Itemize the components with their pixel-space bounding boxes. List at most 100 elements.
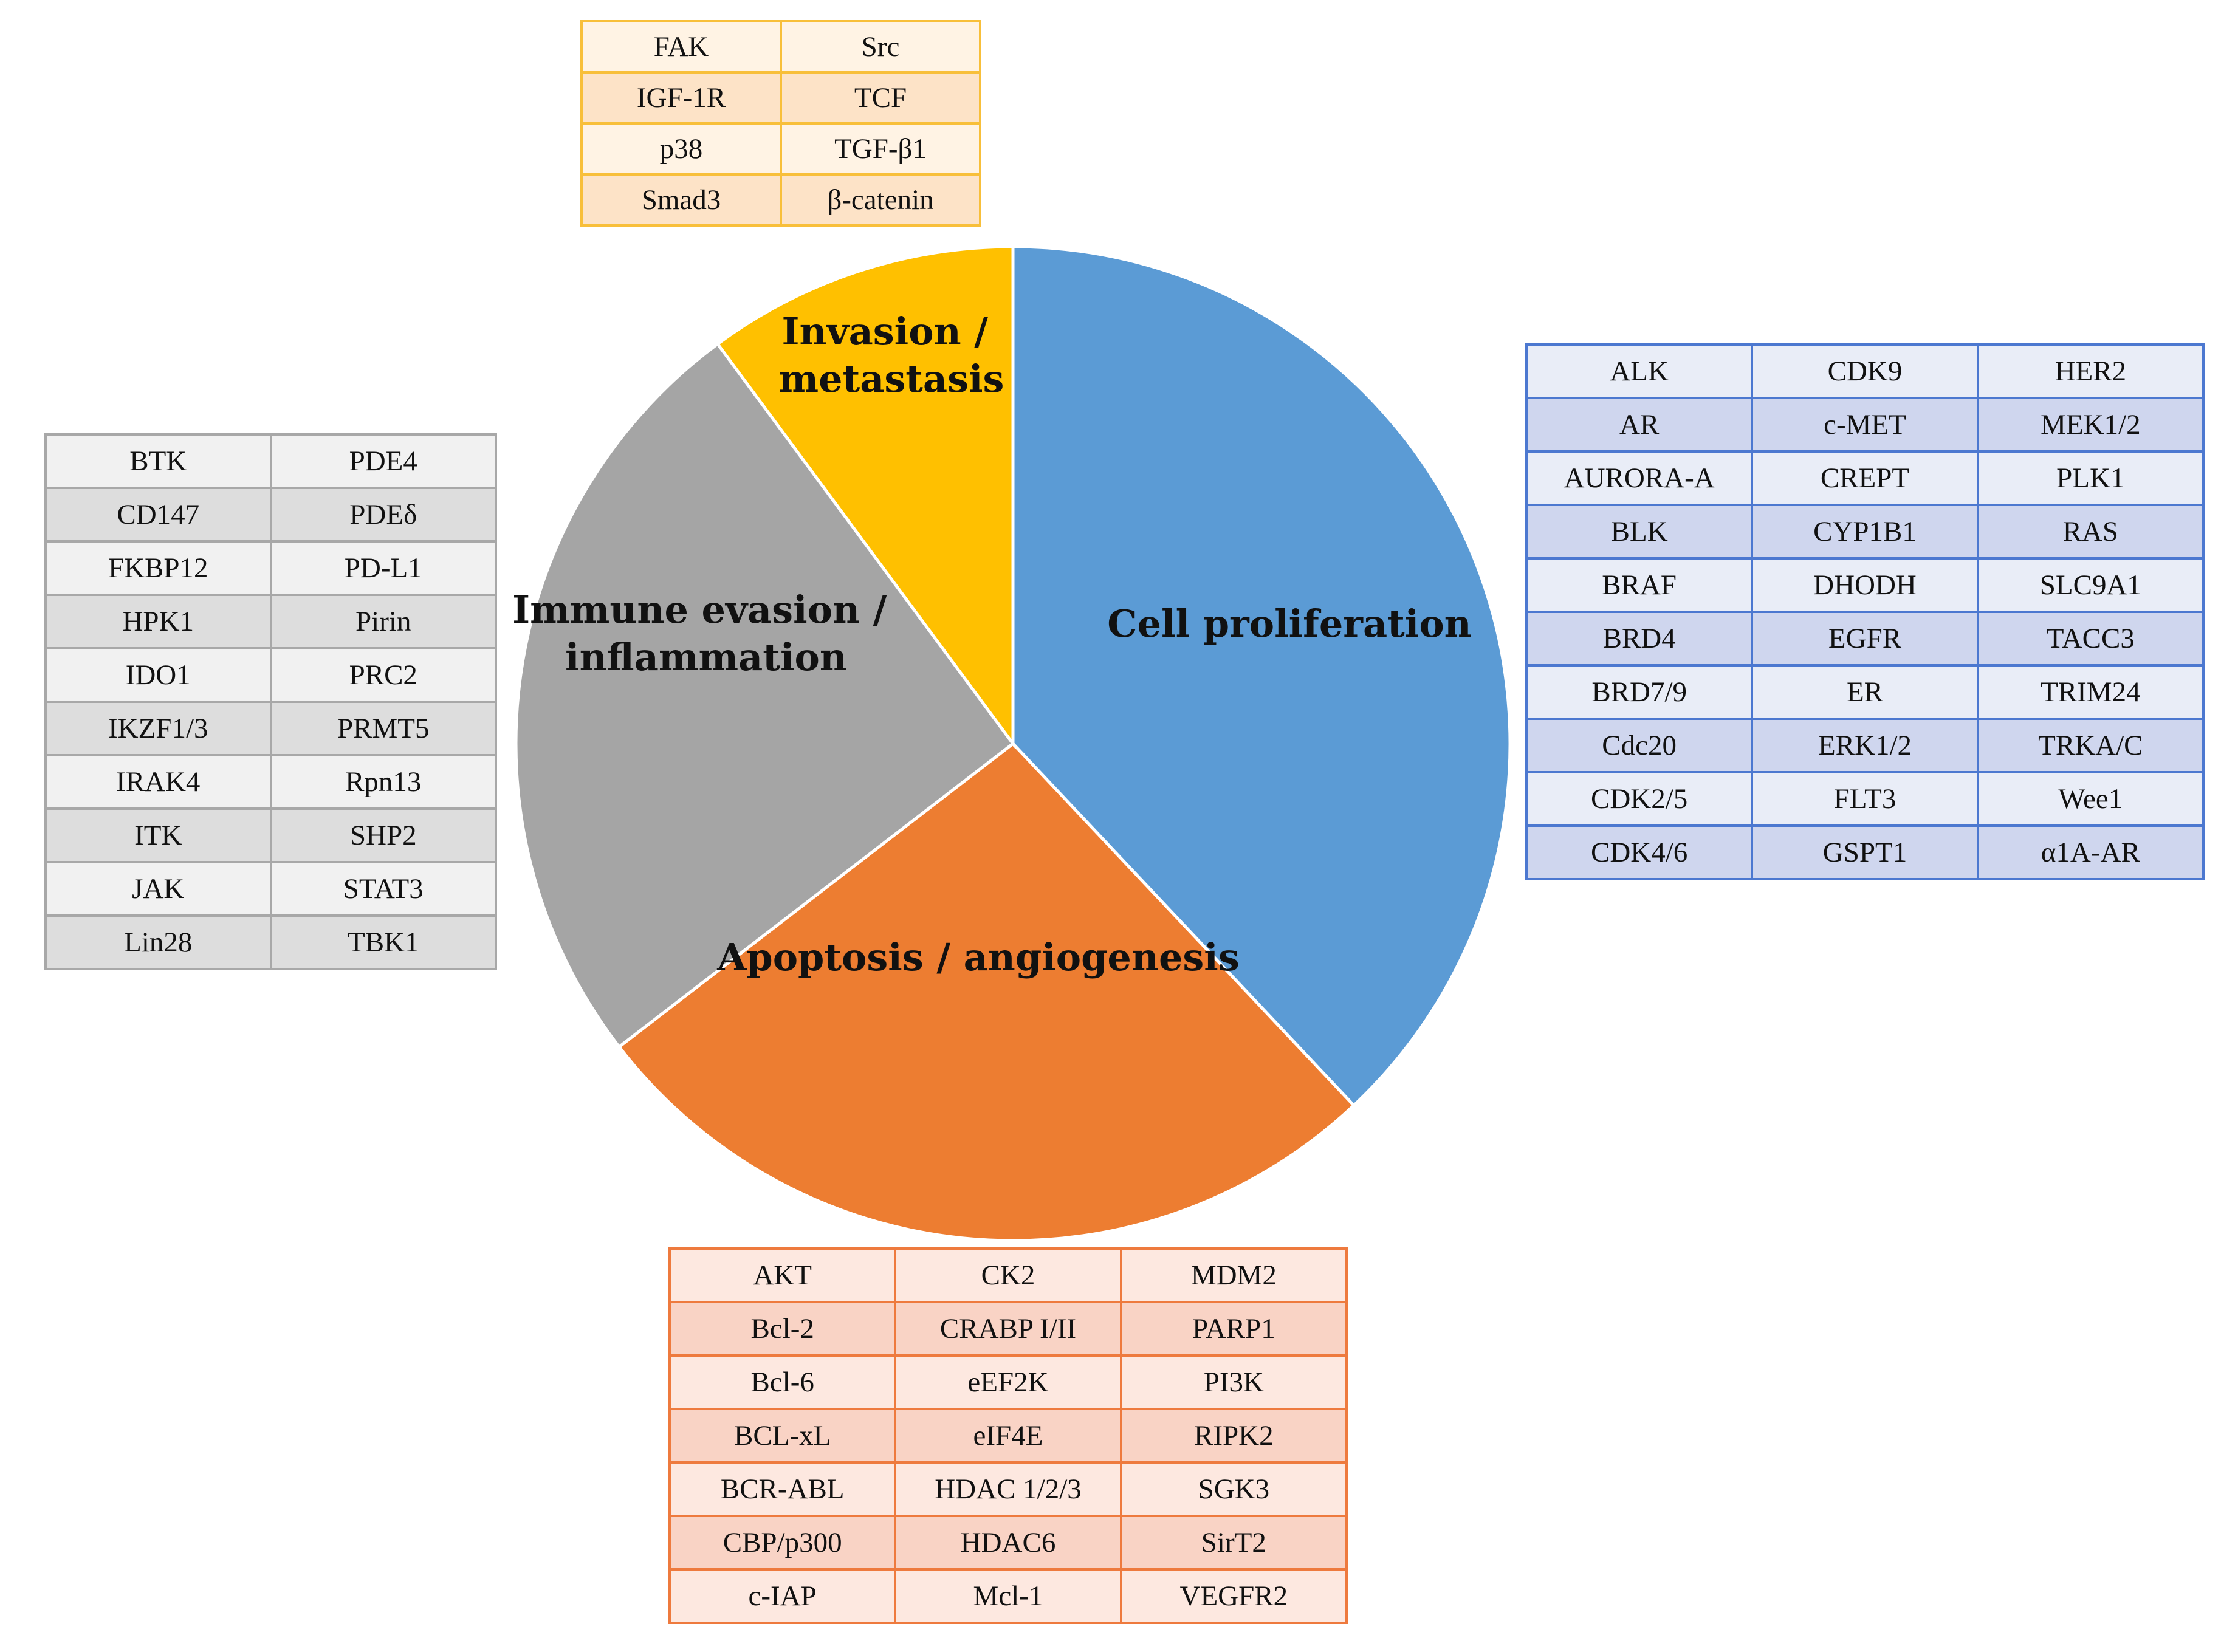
table-cell: HPK1	[44, 594, 272, 649]
table-cell: JAK	[44, 861, 272, 917]
table-cell: ERK1/2	[1751, 718, 1979, 773]
table-cell: Lin28	[44, 914, 272, 970]
table-cell: PRMT5	[269, 701, 497, 756]
table-cell: PARP1	[1119, 1301, 1348, 1357]
table-row: CBP/p300 HDAC6 SirT2	[668, 1515, 1348, 1571]
table-cell: ALK	[1525, 343, 1754, 399]
slice-label-cell-proliferation: Cell proliferation	[1107, 602, 1472, 646]
table-cell: SLC9A1	[1976, 557, 2205, 613]
table-row: CDK4/6 GSPT1 α1A-AR	[1525, 824, 2205, 880]
table-cell: ITK	[44, 807, 272, 863]
table-row: JAK STAT3	[44, 861, 497, 917]
table-cell: ER	[1751, 664, 1979, 720]
table-cell: PDE4	[269, 433, 497, 489]
pie-slice-cell-proliferation	[1011, 245, 1512, 1108]
table-cell: VEGFR2	[1119, 1568, 1348, 1624]
invasion-metastasis-target-table: FAK Src IGF-1R TCF p38 TGF-β1 Smad3 β-catenin	[580, 20, 981, 227]
table-cell: MDM2	[1119, 1247, 1348, 1303]
slice-label-immune-evasion-inflammation: Immune evasion / inflammation	[512, 588, 900, 679]
table-cell: AKT	[668, 1247, 897, 1303]
table-row: FAK Src	[580, 20, 981, 74]
table-cell: Cdc20	[1525, 718, 1754, 773]
table-cell: Wee1	[1976, 771, 2205, 827]
table-row: BCR-ABL HDAC 1/2/3 SGK3	[668, 1461, 1348, 1517]
table-cell: CD147	[44, 487, 272, 543]
table-cell: Bcl-2	[668, 1301, 897, 1357]
table-cell: TRKA/C	[1976, 718, 2205, 773]
table-cell: HDAC 1/2/3	[894, 1461, 1122, 1517]
table-cell: BRD4	[1525, 611, 1754, 667]
table-cell: β-catenin	[780, 173, 981, 227]
table-cell: TACC3	[1976, 611, 2205, 667]
table-cell: PRC2	[269, 647, 497, 703]
table-row: c-IAP Mcl-1 VEGFR2	[668, 1568, 1348, 1624]
table-cell: CRABP I/II	[894, 1301, 1122, 1357]
table-cell: DHODH	[1751, 557, 1979, 613]
table-row: AR c-MET MEK1/2	[1525, 397, 2205, 453]
immune-evasion-target-table: BTK PDE4 CD147 PDEδ FKBP12 PD-L1 HPK1 Pirin IDO1…	[44, 433, 497, 970]
table-cell: FKBP12	[44, 540, 272, 596]
table-cell: FLT3	[1751, 771, 1979, 827]
table-row: BRD7/9 ER TRIM24	[1525, 664, 2205, 720]
table-cell: BLK	[1525, 504, 1754, 560]
table-row: FKBP12 PD-L1	[44, 540, 497, 596]
table-row: BCL-xL eIF4E RIPK2	[668, 1408, 1348, 1464]
table-row: HPK1 Pirin	[44, 594, 497, 649]
table-cell: CDK2/5	[1525, 771, 1754, 827]
table-row: Smad3 β-catenin	[580, 173, 981, 227]
table-cell: CK2	[894, 1247, 1122, 1303]
table-cell: Src	[780, 20, 981, 74]
table-row: CDK2/5 FLT3 Wee1	[1525, 771, 2205, 827]
table-cell: BRD7/9	[1525, 664, 1754, 720]
table-row: BTK PDE4	[44, 433, 497, 489]
apoptosis-angiogenesis-target-table: AKT CK2 MDM2 Bcl-2 CRABP I/II PARP1 Bcl-6 eEF2K…	[668, 1247, 1348, 1624]
table-cell: PDEδ	[269, 487, 497, 543]
slice-label-apoptosis-angiogenesis: Apoptosis / angiogenesis	[716, 935, 1240, 979]
table-row: CD147 PDEδ	[44, 487, 497, 543]
table-cell: HER2	[1976, 343, 2205, 399]
table-cell: Mcl-1	[894, 1568, 1122, 1624]
table-cell: TGF-β1	[780, 122, 981, 176]
table-cell: TCF	[780, 71, 981, 125]
table-cell: CDK4/6	[1525, 824, 1754, 880]
table-cell: IGF-1R	[580, 71, 782, 125]
table-cell: eEF2K	[894, 1354, 1122, 1410]
table-cell: IDO1	[44, 647, 272, 703]
table-cell: TBK1	[269, 914, 497, 970]
table-cell: CBP/p300	[668, 1515, 897, 1571]
table-cell: c-IAP	[668, 1568, 897, 1624]
table-row: ITK SHP2	[44, 807, 497, 863]
cell-proliferation-target-table: ALK CDK9 HER2 AR c-MET MEK1/2 AURORA-A CREPT PLK…	[1525, 343, 2205, 880]
table-cell: AURORA-A	[1525, 450, 1754, 506]
table-cell: STAT3	[269, 861, 497, 917]
table-cell: TRIM24	[1976, 664, 2205, 720]
pie-slice-immune-evasion-inflammation	[514, 341, 1015, 1049]
table-cell: Rpn13	[269, 754, 497, 810]
table-row: IRAK4 Rpn13	[44, 754, 497, 810]
pie-slice-invasion-metastasis	[715, 245, 1015, 749]
table-cell: GSPT1	[1751, 824, 1979, 880]
pie-slice-apoptosis-angiogenesis	[617, 741, 1356, 1242]
table-row: BLK CYP1B1 RAS	[1525, 504, 2205, 560]
table-cell: MEK1/2	[1976, 397, 2205, 453]
table-row: Lin28 TBK1	[44, 914, 497, 970]
table-row: IDO1 PRC2	[44, 647, 497, 703]
table-cell: eIF4E	[894, 1408, 1122, 1464]
table-cell: RAS	[1976, 504, 2205, 560]
table-cell: BRAF	[1525, 557, 1754, 613]
table-cell: Smad3	[580, 173, 782, 227]
table-row: ALK CDK9 HER2	[1525, 343, 2205, 399]
table-cell: SGK3	[1119, 1461, 1348, 1517]
table-cell: α1A-AR	[1976, 824, 2205, 880]
table-cell: PI3K	[1119, 1354, 1348, 1410]
table-cell: FAK	[580, 20, 782, 74]
table-cell: RIPK2	[1119, 1408, 1348, 1464]
table-cell: PD-L1	[269, 540, 497, 596]
table-cell: EGFR	[1751, 611, 1979, 667]
table-cell: BTK	[44, 433, 272, 489]
table-cell: Pirin	[269, 594, 497, 649]
table-cell: CYP1B1	[1751, 504, 1979, 560]
table-row: p38 TGF-β1	[580, 122, 981, 176]
table-row: BRD4 EGFR TACC3	[1525, 611, 2205, 667]
